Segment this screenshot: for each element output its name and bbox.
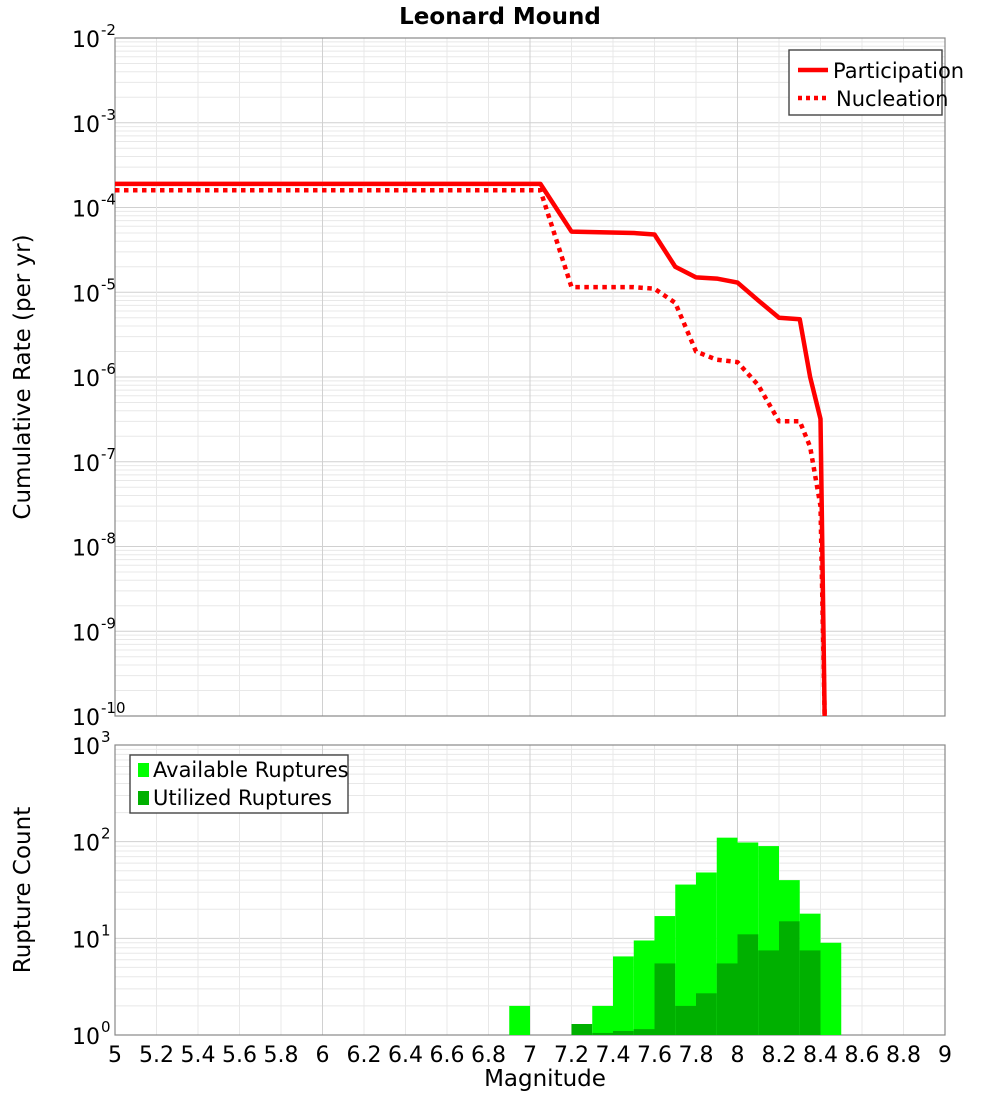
x-tick-label: 7.4 [596,1043,631,1068]
x-tick-label: 8.8 [886,1043,921,1068]
utilized-ruptures-bar [634,1029,655,1035]
svg-text:-6: -6 [101,360,116,378]
svg-text:10: 10 [72,832,100,857]
utilized-ruptures-bar [655,963,676,1035]
x-tick-label: 7.6 [637,1043,672,1068]
x-tick-label: 7.2 [554,1043,589,1068]
x-tick-label: 5 [108,1043,122,1068]
svg-text:-10: -10 [101,699,126,717]
participation-legend-label: Participation [833,59,964,83]
svg-text:0: 0 [101,1018,111,1036]
utilized-ruptures-bar [717,963,738,1035]
earthquake-magnitude-frequency-figure: Leonard Mound 10-210-310-410-510-610-710… [0,0,1000,1100]
svg-text:-9: -9 [101,614,116,632]
svg-text:3: 3 [101,728,111,746]
svg-text:-4: -4 [101,191,116,209]
x-tick-label: 5.4 [181,1043,216,1068]
x-tick-label: 8.4 [803,1043,838,1068]
utilized-ruptures-bar [572,1024,593,1035]
x-tick-label: 8.2 [762,1043,797,1068]
svg-text:-3: -3 [101,106,116,124]
available-ruptures-bar [509,1006,530,1035]
svg-text:-2: -2 [101,21,116,39]
top-panel-legend: Participation Nucleation [789,50,964,115]
x-tick-label: 7.8 [679,1043,714,1068]
x-axis-tick-labels: 5 5.2 5.45.6 5.8 6 6.26.4 6.66.8 7 7.2 7.47.6 7.8 8… [108,1043,952,1068]
utilized-ruptures-bar [613,1031,634,1035]
utilized-ruptures-legend-label: Utilized Ruptures [153,786,332,810]
x-tick-label: 6.2 [347,1043,382,1068]
x-tick-label: 6 [316,1043,330,1068]
available-ruptures-legend-label: Available Ruptures [153,758,349,782]
available-ruptures-bar [821,943,842,1035]
utilized-ruptures-legend-swatch [138,791,149,805]
utilized-ruptures-bar [738,934,759,1035]
svg-text:-5: -5 [101,275,116,293]
x-tick-label: 5.2 [139,1043,174,1068]
utilized-ruptures-bar [696,993,717,1035]
top-panel-y-axis-label: Cumulative Rate (per yr) [10,234,36,519]
svg-text:10: 10 [72,621,100,646]
svg-text:10: 10 [72,537,100,562]
x-axis-label: Magnitude [484,1066,606,1092]
available-ruptures-legend-swatch [138,763,149,777]
svg-text:-8: -8 [101,530,116,548]
x-tick-label: 6.8 [471,1043,506,1068]
svg-text:10: 10 [72,452,100,477]
x-tick-label: 6.6 [430,1043,465,1068]
utilized-ruptures-bar [592,1033,613,1035]
svg-text:10: 10 [72,367,100,392]
available-ruptures-bar [592,1006,613,1035]
available-ruptures-bar [613,956,634,1035]
svg-text:1: 1 [101,921,111,939]
bottom-panel-legend: Available Ruptures Utilized Ruptures [130,755,349,813]
x-tick-label: 7 [523,1043,537,1068]
utilized-ruptures-bar [800,950,821,1035]
bottom-panel-y-axis-label: Rupture Count [10,807,36,973]
x-tick-label: 8 [731,1043,745,1068]
utilized-ruptures-bar [675,1006,696,1035]
x-tick-label: 5.8 [264,1043,299,1068]
svg-text:10: 10 [72,282,100,307]
x-tick-label: 6.4 [388,1043,423,1068]
x-tick-label: 8.6 [845,1043,880,1068]
svg-text:10: 10 [72,1025,100,1050]
svg-text:10: 10 [72,735,100,760]
x-tick-label: 9 [938,1043,952,1068]
nucleation-legend-label: Nucleation [836,87,948,111]
svg-text:10: 10 [72,28,100,53]
svg-text:10: 10 [72,113,100,138]
page-title: Leonard Mound [399,4,601,30]
utilized-ruptures-bar [779,921,800,1035]
available-ruptures-bar [634,940,655,1035]
svg-text:-7: -7 [101,445,116,463]
utilized-ruptures-bar [758,950,779,1035]
svg-text:10: 10 [72,706,100,731]
x-tick-label: 5.6 [222,1043,257,1068]
svg-text:10: 10 [72,198,100,223]
svg-text:2: 2 [101,825,111,843]
svg-text:10: 10 [72,928,100,953]
